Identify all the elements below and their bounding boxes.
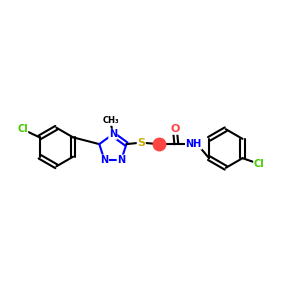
Text: O: O (170, 124, 180, 134)
Text: N: N (109, 129, 117, 139)
Text: Cl: Cl (254, 159, 265, 169)
Text: N: N (117, 155, 125, 165)
Text: Cl: Cl (17, 124, 28, 134)
Text: S: S (137, 138, 145, 148)
Text: NH: NH (185, 139, 202, 149)
Text: N: N (100, 155, 109, 165)
Text: CH₃: CH₃ (102, 116, 119, 125)
